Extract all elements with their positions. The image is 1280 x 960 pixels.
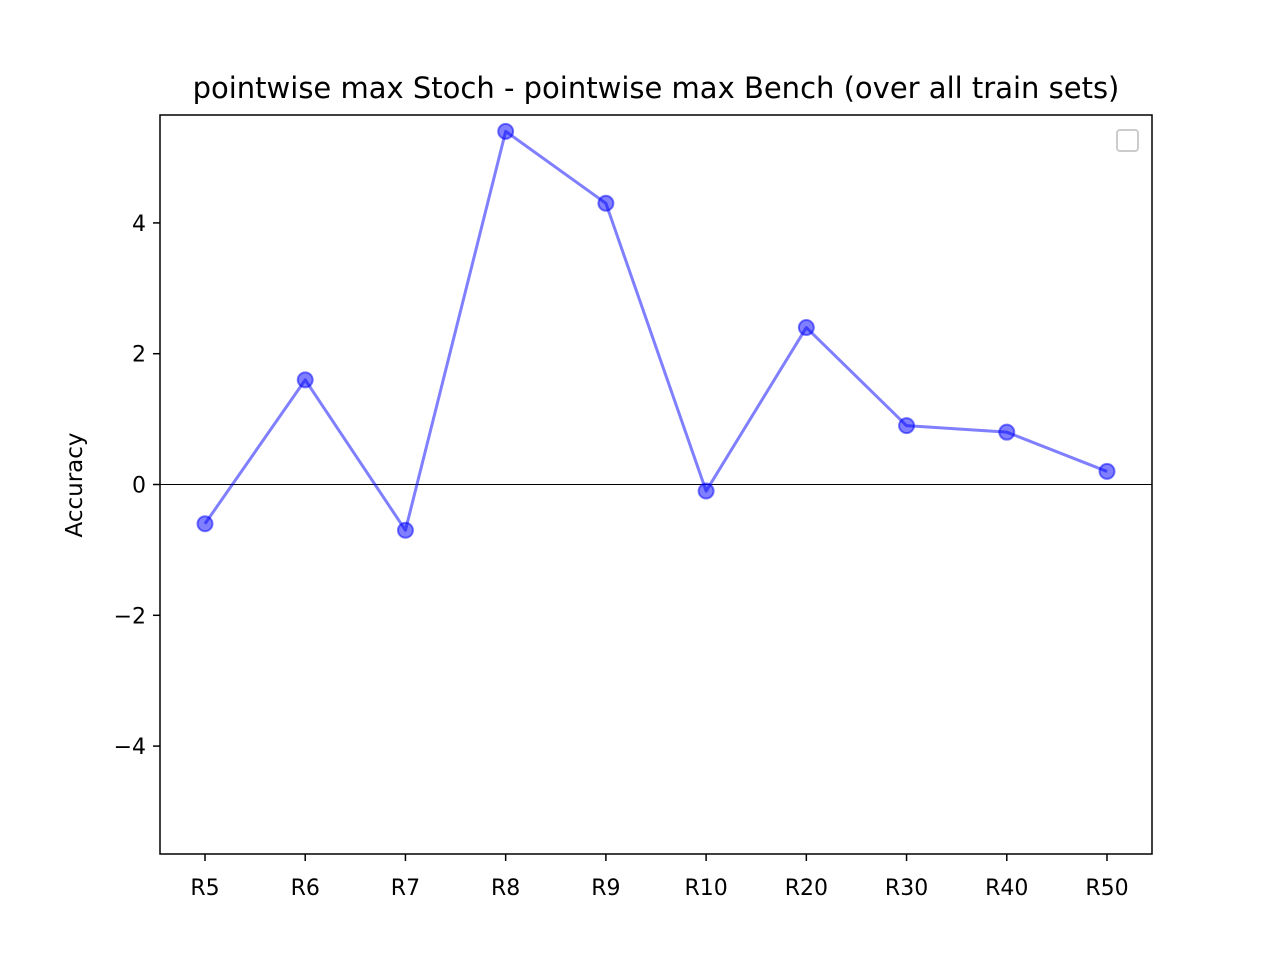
x-tick-label-r9: R9 bbox=[591, 876, 620, 901]
y-tick-label: 4 bbox=[132, 212, 146, 237]
y-axis-label: Accuracy bbox=[62, 432, 88, 537]
x-tick-label-r40: R40 bbox=[985, 876, 1028, 901]
x-tick-label-r5: R5 bbox=[190, 876, 219, 901]
x-tick-label-r6: R6 bbox=[291, 876, 320, 901]
data-point-r10 bbox=[697, 482, 715, 500]
x-tick-label-r10: R10 bbox=[684, 876, 727, 901]
y-tick-label: −2 bbox=[114, 604, 146, 629]
data-point-r40 bbox=[998, 423, 1016, 441]
data-point-r50 bbox=[1098, 462, 1116, 480]
series-line bbox=[203, 129, 1108, 532]
data-point-r30 bbox=[898, 417, 916, 435]
data-point-r8 bbox=[497, 122, 515, 140]
data-point-r9 bbox=[597, 194, 615, 212]
x-tick-label-r7: R7 bbox=[391, 876, 420, 901]
x-tick-label-r50: R50 bbox=[1085, 876, 1128, 901]
y-tick-label: 2 bbox=[132, 343, 146, 368]
x-tick-label-r8: R8 bbox=[491, 876, 520, 901]
data-point-r20 bbox=[797, 319, 815, 337]
data-point-r7 bbox=[396, 521, 414, 539]
y-tick-label: 0 bbox=[132, 474, 146, 499]
x-tick-label-r20: R20 bbox=[785, 876, 828, 901]
data-point-r5 bbox=[196, 515, 214, 533]
data-point-r6 bbox=[296, 371, 314, 389]
chart-title: pointwise max Stoch - pointwise max Benc… bbox=[193, 71, 1120, 105]
x-tick-label-r30: R30 bbox=[885, 876, 928, 901]
legend-box bbox=[1116, 129, 1139, 152]
y-tick-label: −4 bbox=[114, 735, 146, 760]
